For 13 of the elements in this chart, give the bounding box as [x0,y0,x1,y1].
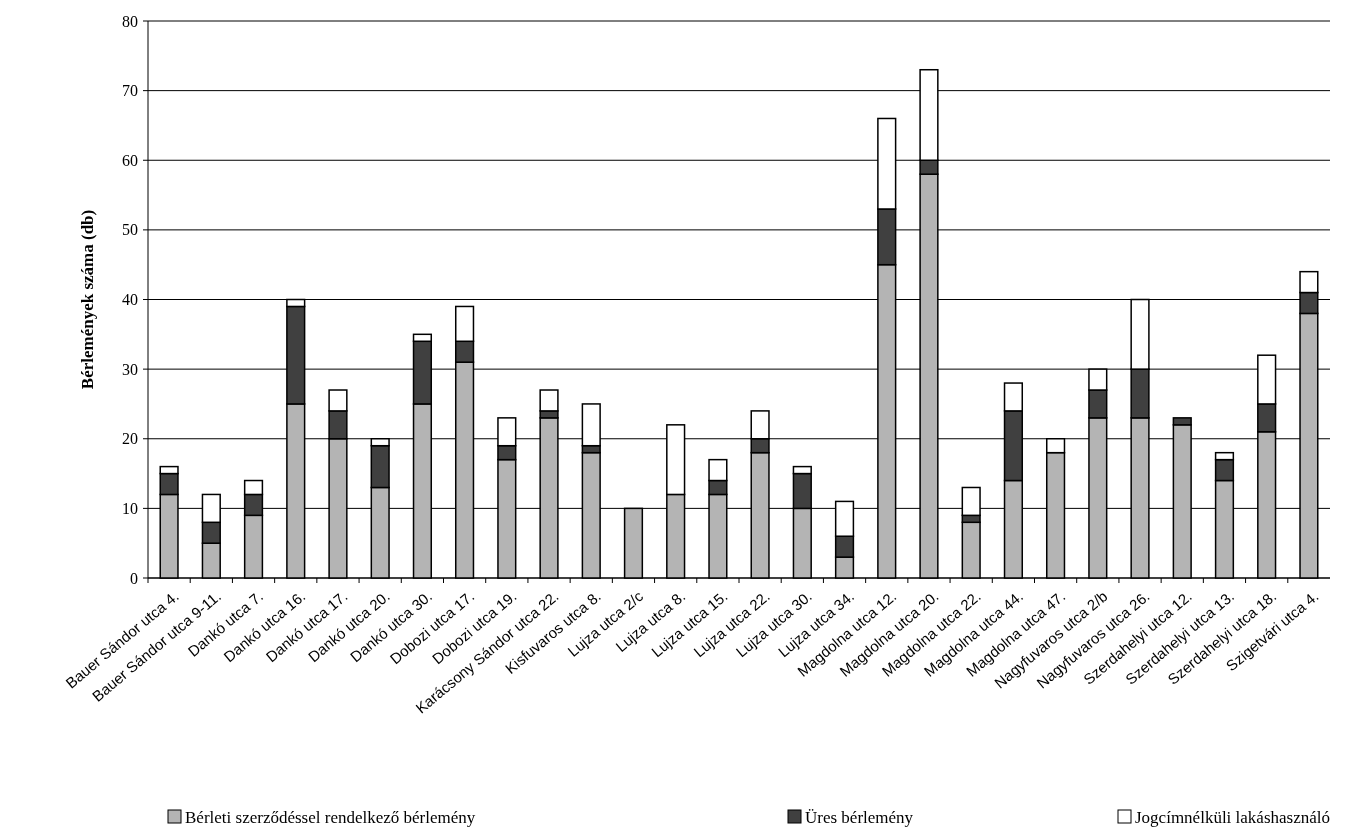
y-tick-label: 80 [122,12,138,30]
y-tick-label: 50 [122,221,138,239]
legend-label: Üres bérlemény [805,808,914,827]
y-tick-label: 60 [122,151,138,169]
y-tick-label: 10 [122,499,138,517]
y-tick-label: 40 [122,291,138,309]
y-tick-label: 20 [122,430,138,448]
legend-label: Jogcímnélküli lakáshasználó [1135,808,1330,827]
y-tick-label: 70 [122,82,138,100]
y-axis-title: Bérlemények száma (db) [78,209,97,390]
legend-label: Bérleti szerződéssel rendelkező bérlemény [185,808,476,827]
y-tick-label: 30 [122,360,138,378]
y-tick-label: 0 [130,569,138,587]
